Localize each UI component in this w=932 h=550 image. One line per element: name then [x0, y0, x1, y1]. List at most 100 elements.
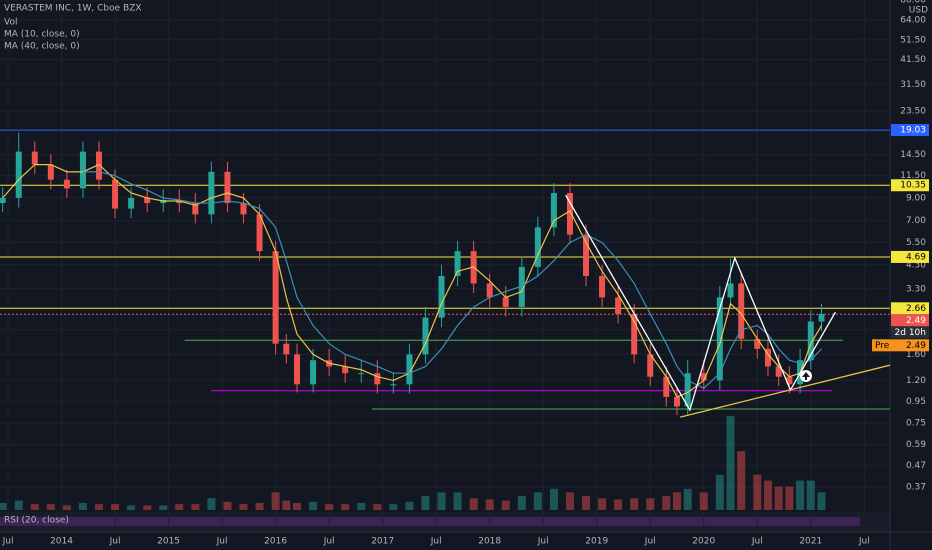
- y-tick-label: 31.50: [900, 80, 926, 90]
- indicator-legend: MA (40, close, 0): [4, 42, 80, 52]
- arrow-icon: [802, 372, 810, 380]
- candle-body: [240, 203, 247, 215]
- candle-body: [358, 373, 365, 375]
- price-label: 4.69: [906, 252, 926, 262]
- volume-bar: [271, 492, 280, 510]
- candle-body: [310, 360, 317, 385]
- indicator-legend: MA (10, close, 0): [4, 30, 80, 40]
- volume-bar: [683, 488, 692, 510]
- candle-body: [534, 227, 541, 267]
- candle-body: [47, 164, 54, 180]
- candle-body: [818, 313, 825, 322]
- y-tick-label: 80.00: [900, 0, 926, 6]
- candle-body: [272, 251, 279, 344]
- volume-bar: [726, 415, 735, 510]
- candle-body: [256, 214, 263, 252]
- volume-bar: [485, 499, 494, 510]
- candle-body: [486, 283, 493, 298]
- candle-body: [63, 179, 70, 189]
- volume: [0, 415, 826, 510]
- plot: [0, 129, 891, 418]
- candle-body: [518, 266, 525, 307]
- y-tick-label: 1.20: [906, 376, 926, 386]
- candle-body: [775, 366, 782, 377]
- volume-bar: [127, 505, 136, 510]
- volume-bar: [191, 504, 200, 510]
- candle-body: [754, 338, 761, 349]
- volume-bar: [30, 504, 39, 510]
- y-tick-label: 1.60: [906, 350, 926, 360]
- volume-bar: [159, 505, 168, 510]
- candle-body: [374, 373, 381, 385]
- volume-bar: [111, 504, 120, 510]
- volume-bar: [62, 505, 71, 510]
- x-tick-label: 2019: [585, 537, 608, 547]
- volume-bar: [817, 492, 826, 510]
- price-label: 2.49: [906, 316, 926, 326]
- candle-body: [192, 203, 199, 215]
- volume-bar: [389, 504, 398, 510]
- volume-bar: [95, 504, 104, 510]
- candle-body: [807, 321, 814, 361]
- volume-bar: [341, 504, 350, 510]
- moving-average: [82, 171, 822, 390]
- candle-body: [502, 297, 509, 307]
- trend-drawing: [680, 364, 891, 418]
- volume-bar: [582, 495, 591, 510]
- candle-body: [764, 348, 771, 367]
- candle-body: [647, 354, 654, 377]
- volume-bar: [223, 501, 232, 510]
- candle-body: [631, 313, 638, 355]
- candle-body: [390, 384, 397, 386]
- price-label-box: [891, 314, 929, 327]
- candle-body: [15, 151, 22, 198]
- volume-bar: [255, 502, 264, 510]
- candle-body: [342, 366, 349, 374]
- volume-bar: [662, 495, 671, 510]
- x-tick-label: Jul: [751, 537, 763, 547]
- candle-body: [550, 193, 557, 228]
- y-tick-label: 5.50: [906, 238, 926, 248]
- volume-bar: [437, 492, 446, 510]
- candle-body: [224, 171, 231, 204]
- candle-body: [727, 283, 734, 298]
- symbol-title: VERASTEM INC, 1W, Cboe BZX: [4, 4, 142, 14]
- volume-bar: [357, 502, 366, 510]
- volume-bar: [14, 500, 23, 510]
- y-tick-label: 7.00: [906, 216, 926, 226]
- price-label-box: [891, 302, 929, 315]
- volume-bar: [699, 492, 708, 510]
- candle-body: [144, 197, 151, 204]
- candle-body: [31, 151, 38, 165]
- volume-bar: [614, 499, 623, 510]
- x-tick-label: 2020: [692, 537, 715, 547]
- premarket-label: Pre: [875, 341, 890, 351]
- y-tick-label: 0.47: [906, 461, 926, 471]
- y-tick-label: 3.30: [906, 284, 926, 294]
- countdown-box: [891, 326, 929, 339]
- indicator-legend: Vol: [4, 18, 17, 28]
- x-tick-label: Jul: [323, 537, 335, 547]
- candle-body: [438, 276, 445, 318]
- volume-bar: [763, 480, 772, 510]
- volume-bar: [630, 498, 639, 510]
- volume-bar: [421, 495, 430, 510]
- candle-body: [738, 283, 745, 339]
- volume-bar: [737, 451, 746, 510]
- candle-body: [684, 373, 691, 407]
- candle-body: [128, 197, 135, 209]
- y-tick-label: 23.50: [900, 106, 926, 116]
- volume-bar: [672, 492, 681, 510]
- volume-bar: [405, 501, 414, 510]
- y-tick-label: 0.75: [906, 418, 926, 428]
- moving-average: [2, 163, 823, 398]
- x-tick-label: 2015: [157, 537, 180, 547]
- y-tick-label: 0.59: [906, 440, 926, 450]
- candle-body: [615, 297, 622, 314]
- y-tick-label: 64.00: [900, 16, 926, 26]
- volume-bar: [517, 495, 526, 510]
- candle-body: [208, 171, 215, 215]
- y-tick-label: 11.50: [900, 171, 926, 181]
